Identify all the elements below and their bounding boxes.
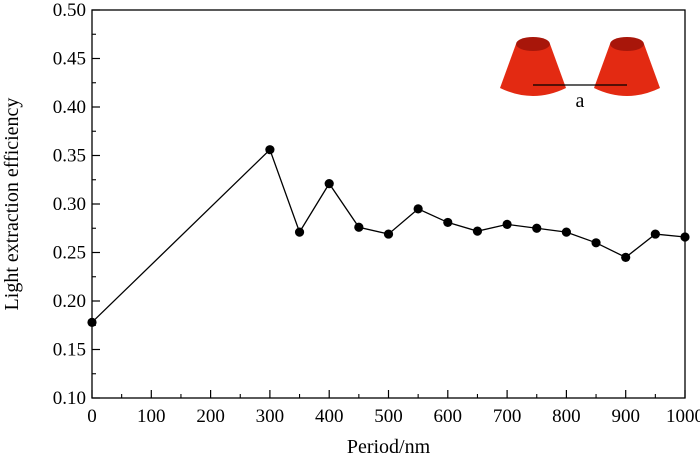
y-tick-label: 0.15 <box>53 340 86 361</box>
data-point <box>354 222 364 232</box>
data-point <box>650 229 660 239</box>
x-tick-label: 700 <box>493 406 522 427</box>
y-tick-label: 0.25 <box>53 243 86 264</box>
x-tick-label: 900 <box>611 406 640 427</box>
period-label: a <box>576 90 585 112</box>
y-axis-label: Light extraction efficiency <box>1 98 23 311</box>
data-point <box>502 219 512 229</box>
x-tick-label: 400 <box>315 406 344 427</box>
cone-right <box>594 37 660 96</box>
data-point <box>324 179 334 189</box>
cone-left-body <box>500 44 566 96</box>
y-tick-label: 0.35 <box>53 146 86 167</box>
y-tick-label: 0.50 <box>53 0 86 21</box>
x-tick-label: 300 <box>256 406 285 427</box>
series-line <box>91 148 686 323</box>
x-tick-label: 600 <box>434 406 463 427</box>
x-tick-label: 0 <box>87 406 97 427</box>
data-point <box>265 145 275 155</box>
y-tick-label: 0.45 <box>53 49 86 70</box>
data-point <box>443 217 453 228</box>
x-axis-ticks: 0 100 200 300 400 500 600 700 800 900 1000 <box>87 390 700 427</box>
x-tick-label: 1000 <box>666 406 700 427</box>
inset-cone-diagram: a <box>500 37 660 112</box>
cone-left <box>500 37 566 96</box>
data-point <box>383 229 394 239</box>
cone-left-top <box>516 37 550 51</box>
y-tick-label: 0.20 <box>53 291 86 312</box>
cone-right-body <box>594 44 660 96</box>
y-tick-label: 0.10 <box>53 388 86 409</box>
data-point <box>294 227 305 237</box>
data-point <box>413 204 423 214</box>
x-tick-label: 500 <box>374 406 403 427</box>
x-tick-label: 200 <box>196 406 225 427</box>
data-series <box>87 145 690 327</box>
data-point <box>532 223 542 233</box>
cone-right-top <box>610 37 644 51</box>
x-axis-label: Period/nm <box>347 436 431 458</box>
data-point <box>591 238 601 248</box>
x-tick-label: 100 <box>137 406 166 427</box>
y-tick-label: 0.40 <box>53 97 86 118</box>
y-axis-ticks: 0.10 0.15 0.20 0.25 0.30 0.35 0.40 0.45 0.50 <box>53 0 100 409</box>
x-tick-label: 800 <box>552 406 581 427</box>
data-point <box>621 252 631 262</box>
data-point <box>561 227 572 237</box>
y-tick-label: 0.30 <box>53 194 86 215</box>
data-point <box>472 226 483 236</box>
plot-frame <box>91 9 686 399</box>
